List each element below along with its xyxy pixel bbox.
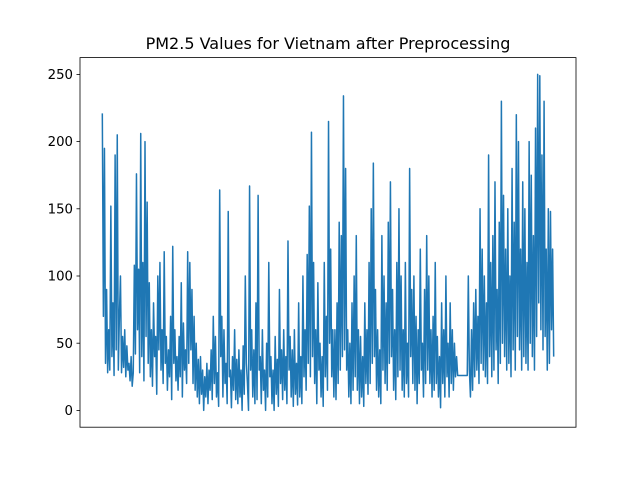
y-tick-label: 200 — [48, 135, 73, 150]
y-tick-label: 50 — [56, 337, 73, 352]
axes-frame — [79, 57, 577, 428]
y-axis: 0 50 100 150 200 250 — [48, 68, 80, 419]
y-tick-label: 250 — [48, 68, 73, 83]
plot-area — [101, 73, 555, 412]
chart-title: PM2.5 Values for Vietnam after Preproces… — [146, 34, 511, 53]
y-tick-label: 0 — [65, 404, 73, 419]
y-tick-label: 100 — [48, 270, 73, 285]
y-tick-label: 150 — [48, 202, 73, 217]
series-line — [101, 73, 555, 412]
